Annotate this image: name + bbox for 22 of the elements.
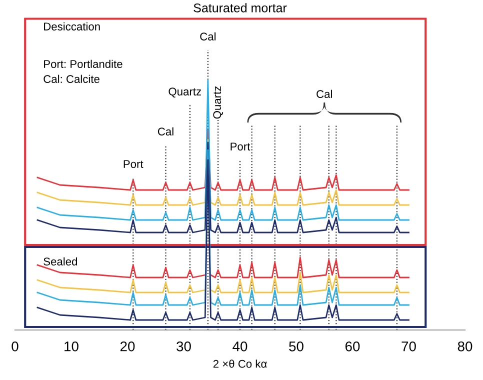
- x-tick-label: 0: [12, 341, 18, 352]
- annotation: Sealed: [44, 257, 78, 266]
- x-tick-label: 10: [64, 341, 78, 352]
- ref-line-label: Quartz: [213, 86, 224, 119]
- annotation: Cal: [316, 90, 332, 98]
- ref-line-label: Cal: [200, 32, 216, 40]
- ref-line-label: Quartz: [168, 88, 201, 98]
- x-tick-label: 20: [120, 341, 135, 352]
- text: Port: Portlandite: [44, 60, 122, 68]
- x-axis-title: 2 ×θ Co kα: [213, 360, 267, 368]
- x-tick-label: 30: [176, 341, 191, 352]
- chart-title: Saturated mortar: [194, 3, 287, 12]
- x-tick-label: 40: [232, 341, 248, 352]
- ref-line-label: Cal: [158, 127, 174, 136]
- x-tick-label: 50: [289, 341, 304, 352]
- x-tick-label: 70: [402, 341, 416, 352]
- ref-line-label: Port: [124, 160, 144, 168]
- annotation: Cal: Calcite: [44, 74, 100, 83]
- x-tick-label: 80: [458, 341, 472, 352]
- ref-line-label: Port: [230, 142, 250, 150]
- text: Desiccation: [44, 22, 100, 30]
- x-tick-label: 60: [345, 341, 360, 352]
